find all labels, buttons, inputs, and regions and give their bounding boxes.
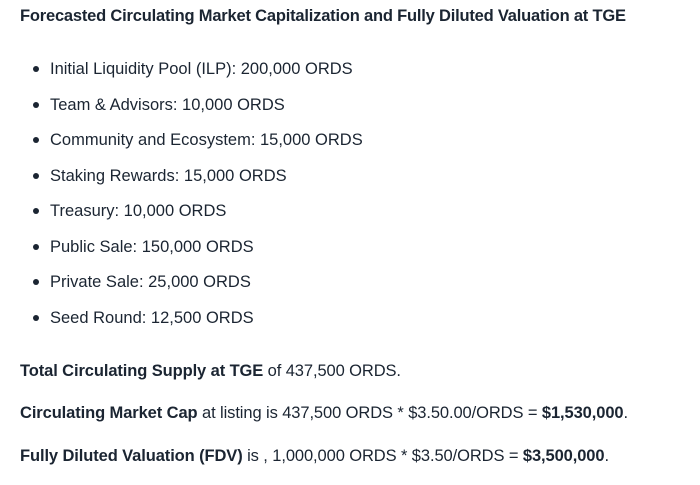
- list-item: Private Sale: 25,000 ORDS: [33, 271, 700, 293]
- fdv-value: $3,500,000: [522, 446, 605, 465]
- allocation-text: Treasury: 10,000 ORDS: [50, 202, 227, 220]
- list-item: Community and Ecosystem: 15,000 ORDS: [33, 129, 700, 151]
- list-item: Initial Liquidity Pool (ILP): 200,000 OR…: [33, 58, 700, 80]
- allocation-text: Public Sale: 150,000 ORDS: [50, 237, 254, 256]
- total-supply-line: Total Circulating Supply at TGE of 437,5…: [20, 360, 700, 382]
- list-item: Seed Round: 12,500 ORDS: [33, 307, 700, 329]
- list-item: Treasury: 10,000 ORDS: [33, 200, 700, 222]
- list-item: Team & Advisors: 10,000 ORDS: [33, 94, 700, 116]
- market-cap-period: .: [623, 404, 628, 422]
- bullet-icon: [33, 101, 39, 108]
- market-cap-formula: at listing is 437,500 ORDS * $3.50.00/OR…: [197, 404, 542, 422]
- allocation-text: Seed Round: 12,500 ORDS: [50, 308, 254, 327]
- allocation-text: Team & Advisors: 10,000 ORDS: [50, 95, 285, 114]
- fdv-formula: is , 1,000,000 ORDS * $3.50/ORDS =: [242, 446, 523, 465]
- fdv-period: .: [604, 446, 609, 465]
- page-title: Forecasted Circulating Market Capitaliza…: [20, 7, 626, 25]
- bullet-icon: [33, 314, 39, 321]
- total-supply-value: of 437,500 ORDS.: [263, 361, 401, 380]
- market-cap-line: Circulating Market Cap at listing is 437…: [20, 402, 700, 424]
- allocation-text: Community and Ecosystem: 15,000 ORDS: [50, 131, 363, 149]
- bullet-icon: [33, 172, 39, 179]
- bullet-icon: [33, 208, 39, 214]
- bullet-icon: [33, 279, 39, 285]
- bullet-icon: [33, 243, 39, 250]
- bullet-icon: [33, 66, 39, 72]
- fdv-line: Fully Diluted Valuation (FDV) is , 1,000…: [20, 445, 700, 467]
- allocation-text: Private Sale: 25,000 ORDS: [50, 273, 251, 291]
- fdv-label: Fully Diluted Valuation (FDV): [20, 446, 243, 465]
- allocation-text: Initial Liquidity Pool (ILP): 200,000 OR…: [50, 60, 353, 78]
- allocation-text: Staking Rewards: 15,000 ORDS: [50, 166, 287, 185]
- allocation-list: Initial Liquidity Pool (ILP): 200,000 OR…: [20, 58, 700, 329]
- market-cap-label: Circulating Market Cap: [20, 404, 198, 422]
- bullet-icon: [33, 137, 39, 143]
- list-item: Public Sale: 150,000 ORDS: [33, 236, 700, 258]
- total-supply-label: Total Circulating Supply at TGE: [20, 361, 264, 380]
- market-cap-value: $1,530,000: [541, 404, 624, 422]
- list-item: Staking Rewards: 15,000 ORDS: [33, 165, 700, 187]
